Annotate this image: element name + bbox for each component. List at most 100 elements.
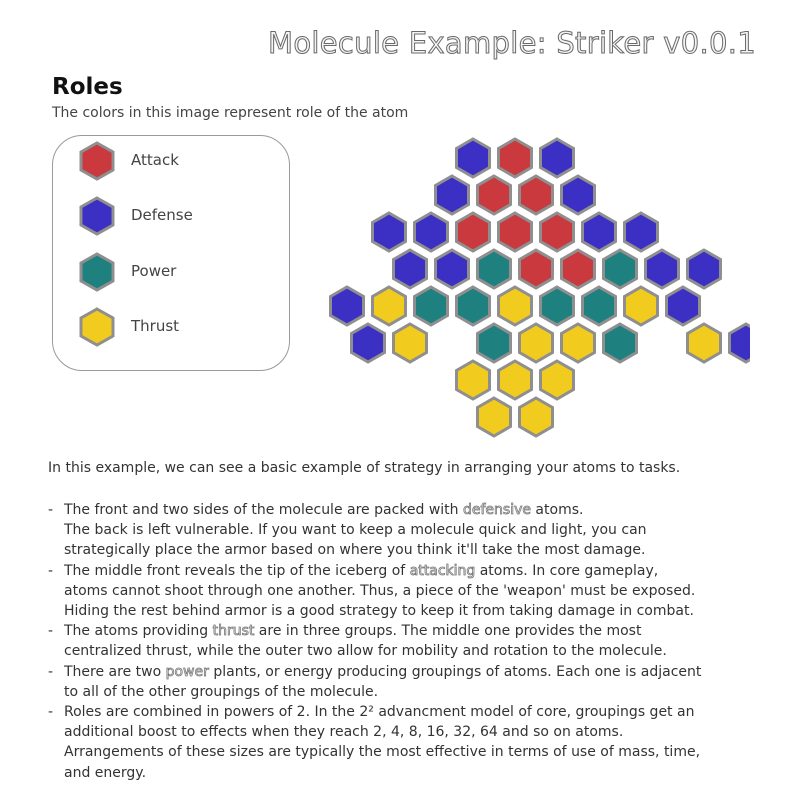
strategy-note: - There are two power plants, or energy p…	[48, 662, 701, 702]
legend-item-defense: Defense	[77, 196, 277, 236]
note-text: atoms.	[530, 502, 584, 518]
thrust-atom	[518, 396, 554, 438]
bullet-dash: -	[48, 623, 54, 640]
strategy-note: - The atoms providing thrust are in three…	[48, 621, 701, 661]
strategy-note-line: to all of the other groupings of the mol…	[64, 682, 701, 702]
defense-atom	[539, 137, 575, 179]
power-atom	[476, 322, 512, 364]
note-text: and energy.	[64, 764, 147, 781]
defense-atom	[329, 285, 365, 327]
thrust-atom	[392, 322, 428, 364]
strategy-note-line: centralized thrust, while the outer two …	[64, 641, 701, 661]
thrust-atom	[686, 322, 722, 364]
note-text: centralized thrust, while the outer two …	[64, 643, 667, 660]
defense-atom	[413, 211, 449, 253]
defense-atom	[434, 248, 470, 290]
defense-hex-icon	[79, 196, 115, 236]
highlighted-term: attacking	[409, 562, 476, 579]
attack-atom	[497, 211, 533, 253]
roles-heading: Roles	[52, 74, 123, 100]
strategy-note: - The front and two sides of the molecule…	[48, 500, 701, 561]
intro-text: In this example, we can see a basic exam…	[48, 460, 681, 476]
bullet-dash: -	[48, 502, 54, 518]
highlighted-term: defensive	[462, 502, 532, 519]
defense-atom	[644, 248, 680, 290]
strategy-note-line: Hiding the rest behind armor is a good s…	[64, 601, 701, 621]
attack-atom	[539, 211, 575, 253]
power-atom	[602, 322, 638, 364]
note-text: Hiding the rest behind armor is a good s…	[64, 603, 694, 620]
legend-item-thrust: Thrust	[77, 307, 277, 347]
strategy-note-line: and energy.	[64, 763, 701, 783]
bullet-dash: -	[48, 704, 54, 721]
note-text: Arrangements of these sizes are typicall…	[64, 744, 701, 761]
attack-atom	[560, 248, 596, 290]
highlighted-term: thrust	[212, 623, 255, 640]
attack-atom	[455, 211, 491, 253]
thrust-atom	[518, 322, 554, 364]
attack-atom	[518, 248, 554, 290]
attack-atom	[497, 137, 533, 179]
defense-atom	[350, 322, 386, 364]
strategy-note-line: The middle front reveals the tip of the …	[64, 561, 701, 581]
note-text: plants, or energy producing groupings of…	[208, 663, 702, 680]
power-atom	[602, 248, 638, 290]
defense-atom	[455, 137, 491, 179]
roles-subtitle: The colors in this image represent role …	[52, 105, 409, 121]
strategy-note-line: The atoms providing thrust are in three …	[64, 621, 701, 641]
legend-label-attack: Attack	[131, 151, 179, 169]
note-text: The front and two sides of the molecule …	[64, 502, 463, 518]
thrust-atom	[497, 285, 533, 327]
note-text: strategically place the armor based on w…	[64, 542, 646, 559]
note-text: atoms cannot shoot through one another. …	[64, 582, 696, 599]
defense-atom	[371, 211, 407, 253]
bullet-dash: -	[48, 663, 54, 680]
defense-atom	[623, 211, 659, 253]
note-text: additional boost to effects when they re…	[64, 724, 624, 741]
strategy-note-line: The front and two sides of the molecule …	[64, 500, 701, 520]
strategy-note-line: There are two power plants, or energy pr…	[64, 662, 701, 682]
strategy-note-line: The back is left vulnerable. If you want…	[64, 520, 701, 540]
defense-atom	[560, 174, 596, 216]
roles-legend: Attack Defense Power Thrust	[52, 135, 290, 371]
thrust-atom	[539, 359, 575, 401]
strategy-note-line: Roles are combined in powers of 2. In th…	[64, 702, 701, 722]
thrust-atom	[476, 396, 512, 438]
highlighted-term: power	[165, 663, 209, 680]
power-atom	[476, 248, 512, 290]
legend-label-power: Power	[131, 262, 177, 280]
power-atom	[413, 285, 449, 327]
page-title: Molecule Example: Striker v0.0.1	[268, 26, 757, 61]
attack-atom	[518, 174, 554, 216]
strategy-notes-list: - The front and two sides of the molecule…	[48, 500, 701, 783]
legend-item-attack: Attack	[77, 141, 277, 181]
defense-atom	[728, 322, 750, 364]
striker-molecule-diagram	[329, 137, 750, 438]
note-text: The middle front reveals the tip of the …	[64, 562, 410, 579]
thrust-atom	[560, 322, 596, 364]
defense-atom	[434, 174, 470, 216]
power-hex-icon	[79, 252, 115, 292]
note-text: The back is left vulnerable. If you want…	[64, 522, 647, 539]
power-atom	[581, 285, 617, 327]
legend-item-power: Power	[77, 252, 277, 292]
strategy-note-line: Arrangements of these sizes are typicall…	[64, 742, 701, 762]
bullet-dash: -	[48, 562, 54, 579]
strategy-note-line: additional boost to effects when they re…	[64, 722, 701, 742]
attack-hex-icon	[79, 141, 115, 181]
note-text: atoms. In core gameplay,	[475, 562, 659, 579]
thrust-atom	[371, 285, 407, 327]
defense-atom	[392, 248, 428, 290]
legend-label-thrust: Thrust	[131, 317, 180, 335]
defense-atom	[665, 285, 701, 327]
attack-atom	[476, 174, 512, 216]
note-text: There are two	[64, 663, 166, 680]
defense-atom	[581, 211, 617, 253]
power-atom	[455, 285, 491, 327]
defense-atom	[686, 248, 722, 290]
strategy-note: - Roles are combined in powers of 2. In t…	[48, 702, 701, 783]
note-text: to all of the other groupings of the mol…	[64, 683, 379, 700]
thrust-atom	[455, 359, 491, 401]
thrust-atom	[623, 285, 659, 327]
note-text: Roles are combined in powers of 2. In th…	[64, 704, 695, 721]
